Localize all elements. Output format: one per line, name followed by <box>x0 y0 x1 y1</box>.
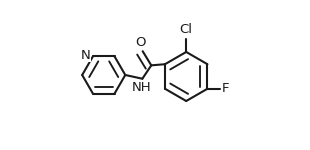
Text: NH: NH <box>131 81 151 94</box>
Text: N: N <box>81 49 90 62</box>
Text: F: F <box>222 82 229 95</box>
Text: O: O <box>135 36 146 49</box>
Text: Cl: Cl <box>180 23 193 36</box>
